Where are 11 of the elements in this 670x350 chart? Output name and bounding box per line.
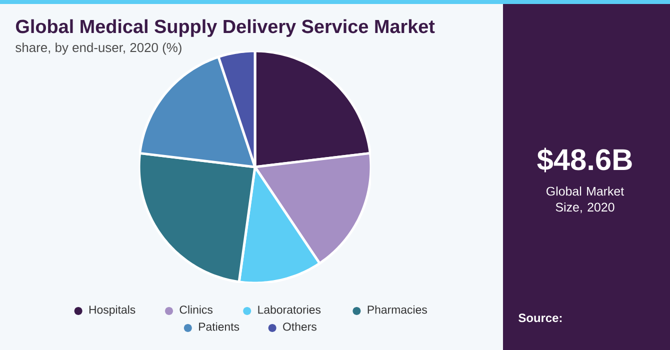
text: $48.6B xyxy=(537,148,632,172)
legend-label: Others xyxy=(283,322,316,331)
legend-label: Pharmacies xyxy=(368,305,427,314)
source-note: Source: xyxy=(518,314,562,322)
chart-title: Global Medical Supply Delivery Service Market xyxy=(16,19,435,37)
chart-subtitle: share, by end-user, 2020 (%) xyxy=(16,42,182,55)
text: Global Market Size, 2020 xyxy=(546,186,624,214)
legend-label: Hospitals xyxy=(89,305,136,316)
legend-label: Laboratories xyxy=(258,305,321,314)
legend-label: Clinics xyxy=(180,305,213,314)
legend-label: Patients xyxy=(199,322,240,331)
